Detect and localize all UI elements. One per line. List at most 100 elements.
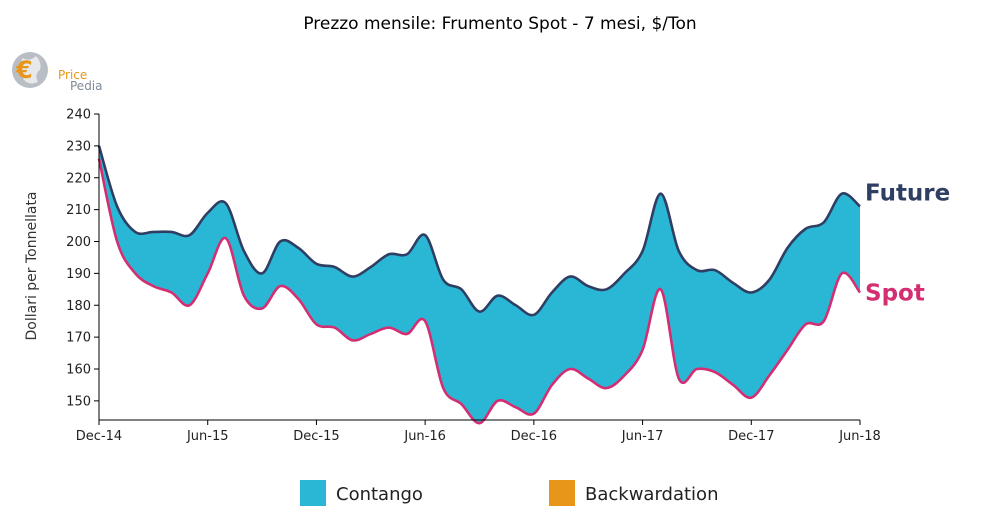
data-point-spot-15: [370, 333, 372, 335]
data-point-spot-18: [424, 320, 426, 322]
y-tick-label: 220: [66, 171, 91, 186]
data-point-spot-39: [805, 323, 807, 325]
data-point-spot-38: [787, 349, 789, 351]
data-point-spot-7: [225, 237, 227, 239]
data-point-future-4: [170, 231, 172, 233]
data-point-future-17: [406, 253, 408, 255]
data-point-future-26: [569, 276, 571, 278]
y-tick-label: 240: [66, 108, 91, 123]
legend-label-backwardation: Backwardation: [585, 484, 718, 505]
data-point-future-40: [823, 221, 825, 223]
y-tick-label: 200: [66, 235, 91, 250]
y-tick-label: 210: [66, 203, 91, 218]
data-point-future-30: [642, 250, 644, 252]
data-point-future-38: [787, 247, 789, 249]
data-point-future-15: [370, 266, 372, 268]
series-label-spot: Spot: [865, 281, 925, 307]
data-point-spot-12: [315, 323, 317, 325]
series-label-future: Future: [865, 180, 950, 206]
data-point-spot-29: [623, 374, 625, 376]
data-point-future-14: [352, 276, 354, 278]
data-point-spot-9: [261, 307, 263, 309]
data-point-spot-33: [696, 368, 698, 370]
data-point-spot-26: [569, 368, 571, 370]
data-point-spot-20: [460, 403, 462, 405]
contango-area: [99, 145, 860, 424]
data-point-spot-41: [841, 272, 843, 274]
data-point-spot-22: [497, 400, 499, 402]
data-point-spot-40: [823, 320, 825, 322]
data-point-future-12: [315, 263, 317, 265]
data-point-spot-30: [642, 349, 644, 351]
x-tick-label: Dec-14: [76, 429, 122, 444]
data-point-spot-17: [406, 333, 408, 335]
data-point-future-1: [116, 205, 118, 207]
chart-title: Prezzo mensile: Frumento Spot - 7 mesi, …: [303, 14, 696, 34]
data-point-spot-10: [279, 285, 281, 287]
data-point-future-25: [551, 292, 553, 294]
data-point-future-3: [152, 231, 154, 233]
data-point-future-20: [460, 288, 462, 290]
legend-label-contango: Contango: [336, 484, 423, 505]
data-point-future-18: [424, 234, 426, 236]
data-point-spot-21: [479, 422, 481, 424]
x-tick-label: Dec-16: [511, 429, 557, 444]
data-point-future-34: [714, 269, 716, 271]
data-point-future-9: [261, 272, 263, 274]
data-point-spot-16: [388, 327, 390, 329]
data-point-spot-4: [170, 292, 172, 294]
data-point-future-28: [605, 288, 607, 290]
data-point-spot-13: [334, 327, 336, 329]
data-point-spot-3: [152, 285, 154, 287]
data-point-spot-5: [189, 304, 191, 306]
data-point-future-2: [134, 231, 136, 233]
data-point-future-37: [768, 279, 770, 281]
y-tick-label: 160: [66, 363, 91, 378]
data-point-spot-23: [515, 406, 517, 408]
data-point-future-13: [334, 266, 336, 268]
data-point-future-7: [225, 202, 227, 204]
legend-swatch-backwardation: [549, 480, 575, 506]
data-point-future-41: [841, 193, 843, 195]
data-point-future-39: [805, 228, 807, 230]
x-tick-label: Jun-18: [838, 429, 881, 444]
data-point-future-8: [243, 250, 245, 252]
x-tick-label: Dec-17: [728, 429, 774, 444]
legend-swatch-contango: [300, 480, 326, 506]
y-tick-label: 230: [66, 139, 91, 154]
data-point-future-29: [623, 272, 625, 274]
series-line-future: [97, 145, 861, 317]
data-point-future-10: [279, 241, 281, 243]
data-point-future-36: [750, 292, 752, 294]
legend: Contango Backwardation: [300, 480, 718, 506]
series-line-spot: [97, 158, 862, 425]
data-point-future-24: [533, 314, 535, 316]
y-tick-label: 150: [66, 394, 91, 409]
data-point-future-16: [388, 253, 390, 255]
x-tick-label: Jun-16: [403, 429, 446, 444]
x-tick-label: Jun-17: [621, 429, 664, 444]
data-point-spot-31: [660, 288, 662, 290]
y-axis-label: Dollari per Tonnellata: [24, 191, 40, 340]
euro-icon: €: [15, 56, 33, 84]
data-point-future-27: [587, 285, 589, 287]
data-point-spot-19: [442, 387, 444, 389]
data-point-future-31: [660, 193, 662, 195]
y-tick-label: 180: [66, 299, 91, 314]
data-point-spot-32: [678, 378, 680, 380]
data-point-future-32: [678, 250, 680, 252]
data-point-spot-8: [243, 295, 245, 297]
data-point-spot-25: [551, 384, 553, 386]
data-point-spot-28: [605, 387, 607, 389]
logo-text-line1: Price: [58, 68, 87, 82]
plot-area: 150 160 170 180 190 200 210 220 230 240 Dec-14 Jun-…: [66, 108, 950, 445]
data-point-spot-35: [732, 384, 734, 386]
data-point-spot-6: [207, 272, 209, 274]
data-point-spot-11: [297, 298, 299, 300]
data-point-spot-27: [587, 378, 589, 380]
x-tick-label: Dec-15: [293, 429, 339, 444]
data-point-future-19: [442, 279, 444, 281]
data-point-future-21: [479, 311, 481, 313]
y-tick-label: 190: [66, 267, 91, 282]
